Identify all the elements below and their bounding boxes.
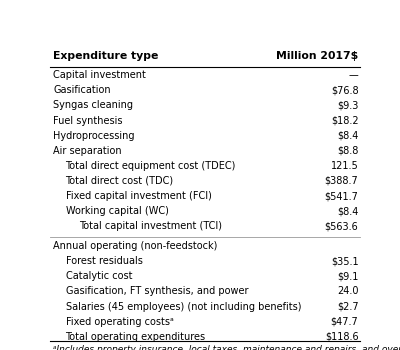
Text: ᵃIncludes property insurance, local taxes, maintenance and repairs, and overhead: ᵃIncludes property insurance, local taxe…	[53, 345, 400, 350]
Text: $541.7: $541.7	[324, 191, 358, 201]
Text: Gasification, FT synthesis, and power: Gasification, FT synthesis, and power	[66, 286, 248, 296]
Text: $35.1: $35.1	[331, 256, 358, 266]
Text: Total direct equipment cost (TDEC): Total direct equipment cost (TDEC)	[66, 161, 236, 171]
Text: $76.8: $76.8	[331, 85, 358, 96]
Text: Forest residuals: Forest residuals	[66, 256, 142, 266]
Text: $8.8: $8.8	[337, 146, 358, 156]
Text: Total direct cost (TDC): Total direct cost (TDC)	[66, 176, 174, 186]
Text: 24.0: 24.0	[337, 286, 358, 296]
Text: $563.6: $563.6	[325, 221, 358, 231]
Text: Air separation: Air separation	[53, 146, 122, 156]
Text: Salaries (45 employees) (not including benefits): Salaries (45 employees) (not including b…	[66, 302, 301, 312]
Text: Syngas cleaning: Syngas cleaning	[53, 100, 133, 111]
Text: Fixed capital investment (FCI): Fixed capital investment (FCI)	[66, 191, 211, 201]
Text: $9.1: $9.1	[337, 271, 358, 281]
Text: Fuel synthesis: Fuel synthesis	[53, 116, 122, 126]
Text: $2.7: $2.7	[337, 302, 358, 312]
Text: $8.4: $8.4	[337, 206, 358, 216]
Text: $9.3: $9.3	[337, 100, 358, 111]
Text: Catalytic cost: Catalytic cost	[66, 271, 132, 281]
Text: Million 2017$: Million 2017$	[276, 51, 358, 62]
Text: $8.4: $8.4	[337, 131, 358, 141]
Text: Fixed operating costsᵃ: Fixed operating costsᵃ	[66, 317, 173, 327]
Text: Capital investment: Capital investment	[53, 70, 146, 80]
Text: Hydroprocessing: Hydroprocessing	[53, 131, 134, 141]
Text: Total operating expenditures: Total operating expenditures	[66, 332, 206, 342]
Text: Gasification: Gasification	[53, 85, 111, 96]
Text: Working capital (WC): Working capital (WC)	[66, 206, 168, 216]
Text: —: —	[349, 70, 358, 80]
Text: Total capital investment (TCI): Total capital investment (TCI)	[80, 221, 222, 231]
Text: $118.6: $118.6	[325, 332, 358, 342]
Text: Expenditure type: Expenditure type	[53, 51, 158, 62]
Text: $388.7: $388.7	[325, 176, 358, 186]
Text: $47.7: $47.7	[331, 317, 358, 327]
Text: $18.2: $18.2	[331, 116, 358, 126]
Text: 121.5: 121.5	[331, 161, 358, 171]
Text: Annual operating (non-feedstock): Annual operating (non-feedstock)	[53, 241, 218, 251]
